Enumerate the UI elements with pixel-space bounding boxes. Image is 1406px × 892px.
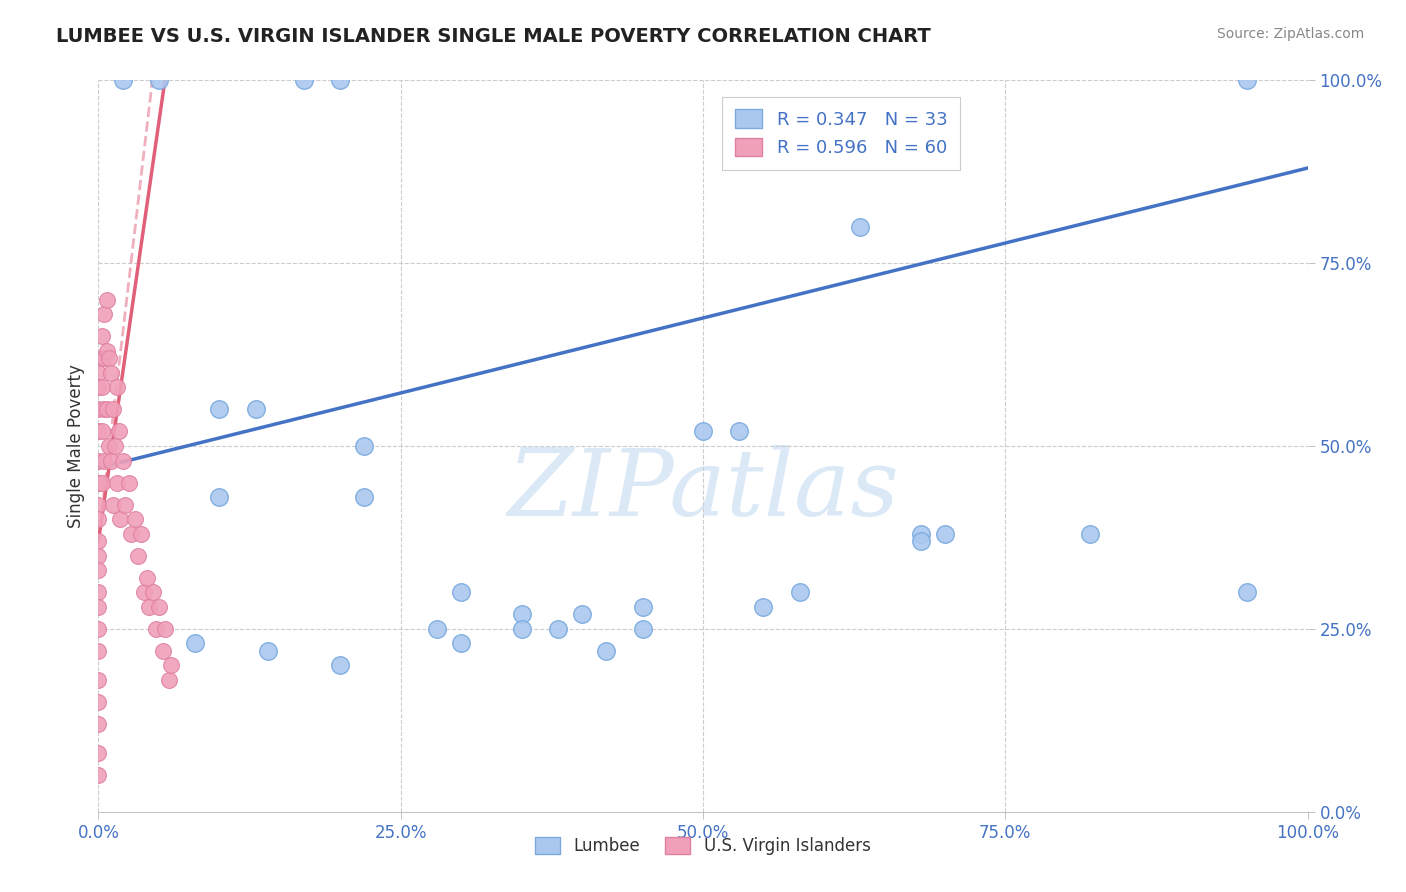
- Point: [93, 351, 115, 366]
- Point: [1236, 73, 1258, 87]
- Point: [91, 380, 114, 394]
- Point: [450, 636, 472, 650]
- Point: [1078, 526, 1101, 541]
- Point: [752, 599, 775, 614]
- Text: ZIPatlas: ZIPatlas: [508, 445, 898, 535]
- Point: [631, 599, 654, 614]
- Point: [87, 717, 110, 731]
- Point: [127, 549, 149, 563]
- Point: [118, 475, 141, 490]
- Legend: Lumbee, U.S. Virgin Islanders: Lumbee, U.S. Virgin Islanders: [529, 830, 877, 862]
- Point: [245, 402, 267, 417]
- Point: [353, 439, 375, 453]
- Point: [145, 622, 167, 636]
- Point: [87, 644, 110, 658]
- Point: [510, 622, 533, 636]
- Point: [91, 329, 114, 343]
- Point: [87, 695, 110, 709]
- Point: [108, 425, 131, 439]
- Point: [111, 73, 134, 87]
- Point: [208, 490, 231, 504]
- Point: [93, 453, 115, 467]
- Point: [96, 343, 118, 358]
- Point: [934, 526, 956, 541]
- Point: [849, 219, 872, 234]
- Point: [148, 73, 170, 87]
- Point: [292, 73, 315, 87]
- Point: [910, 526, 932, 541]
- Point: [329, 73, 352, 87]
- Point: [1236, 585, 1258, 599]
- Point: [87, 512, 110, 526]
- Point: [104, 439, 127, 453]
- Point: [728, 425, 751, 439]
- Point: [91, 475, 114, 490]
- Point: [87, 402, 110, 417]
- Point: [93, 402, 115, 417]
- Point: [353, 490, 375, 504]
- Point: [87, 746, 110, 760]
- Point: [87, 563, 110, 577]
- Point: [105, 380, 128, 394]
- Point: [910, 534, 932, 549]
- Point: [148, 599, 170, 614]
- Point: [87, 498, 110, 512]
- Point: [256, 644, 278, 658]
- Point: [87, 380, 110, 394]
- Point: [100, 453, 122, 467]
- Point: [87, 599, 110, 614]
- Point: [87, 673, 110, 687]
- Point: [87, 453, 110, 467]
- Point: [157, 673, 180, 687]
- Point: [87, 585, 110, 599]
- Point: [101, 402, 124, 417]
- Point: [134, 585, 156, 599]
- Point: [105, 475, 128, 490]
- Text: LUMBEE VS U.S. VIRGIN ISLANDER SINGLE MALE POVERTY CORRELATION CHART: LUMBEE VS U.S. VIRGIN ISLANDER SINGLE MA…: [56, 27, 931, 45]
- Text: Source: ZipAtlas.com: Source: ZipAtlas.com: [1216, 27, 1364, 41]
- Point: [329, 658, 352, 673]
- Point: [87, 549, 110, 563]
- Point: [101, 498, 124, 512]
- Point: [692, 425, 714, 439]
- Point: [120, 526, 142, 541]
- Point: [96, 293, 118, 307]
- Point: [138, 599, 160, 614]
- Point: [87, 475, 110, 490]
- Point: [98, 439, 121, 453]
- Point: [426, 622, 449, 636]
- Point: [184, 636, 207, 650]
- Y-axis label: Single Male Poverty: Single Male Poverty: [66, 364, 84, 528]
- Point: [135, 571, 157, 585]
- Point: [114, 498, 136, 512]
- Point: [98, 351, 121, 366]
- Point: [510, 607, 533, 622]
- Point: [91, 351, 114, 366]
- Point: [789, 585, 811, 599]
- Point: [87, 534, 110, 549]
- Point: [631, 622, 654, 636]
- Point: [108, 512, 131, 526]
- Point: [129, 526, 152, 541]
- Point: [87, 622, 110, 636]
- Point: [153, 622, 176, 636]
- Point: [571, 607, 593, 622]
- Point: [91, 425, 114, 439]
- Point: [124, 512, 146, 526]
- Point: [142, 585, 165, 599]
- Point: [547, 622, 569, 636]
- Point: [87, 425, 110, 439]
- Point: [450, 585, 472, 599]
- Point: [111, 453, 134, 467]
- Point: [100, 366, 122, 380]
- Point: [93, 307, 115, 321]
- Point: [87, 768, 110, 782]
- Point: [595, 644, 617, 658]
- Point: [87, 366, 110, 380]
- Point: [96, 402, 118, 417]
- Point: [208, 402, 231, 417]
- Point: [152, 644, 174, 658]
- Point: [160, 658, 183, 673]
